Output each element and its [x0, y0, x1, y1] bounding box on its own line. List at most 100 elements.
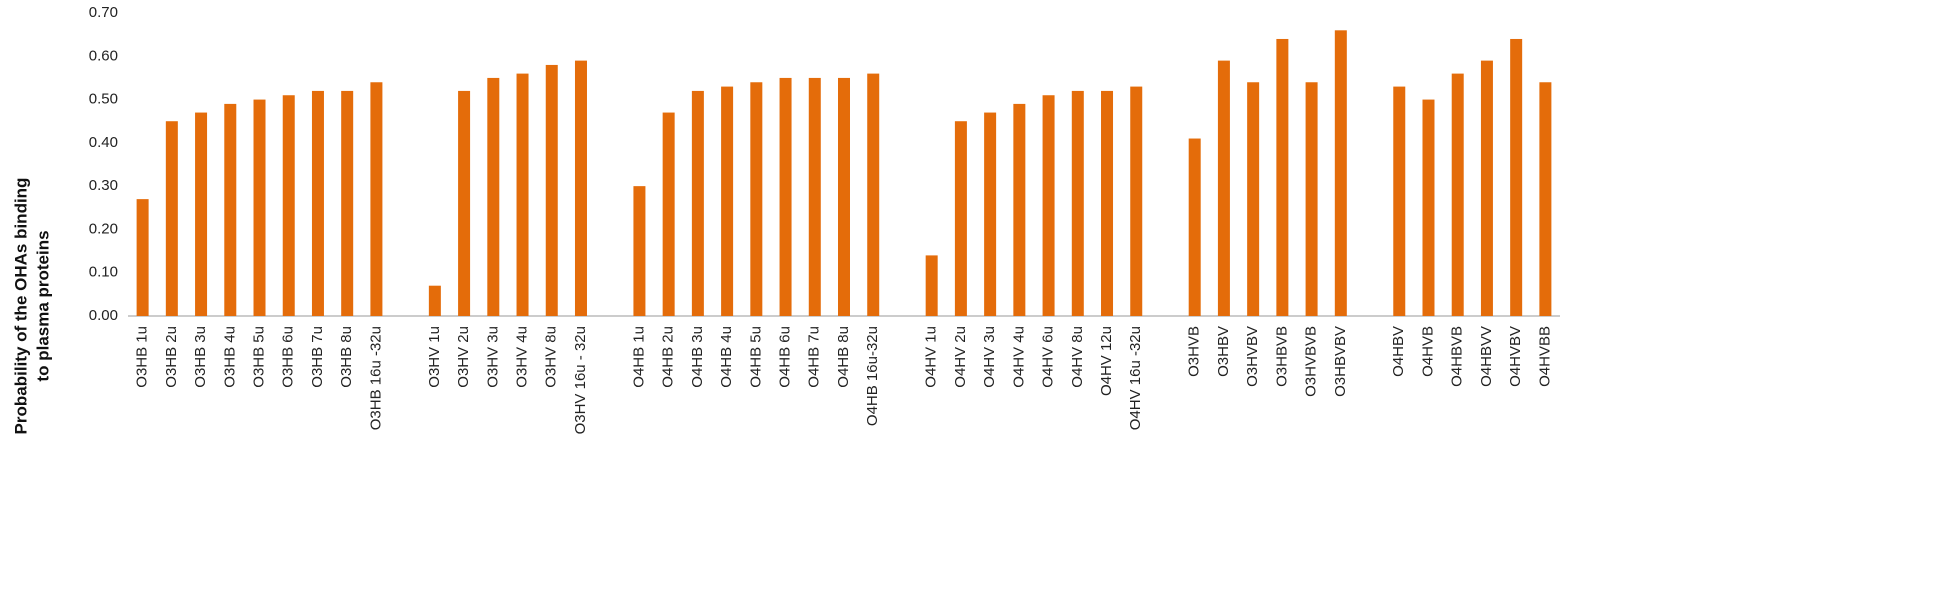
x-tick-label: O4HB 6u	[777, 326, 794, 388]
bar	[1071, 90, 1084, 317]
bar	[1480, 60, 1493, 316]
bar	[195, 112, 208, 316]
x-tick-label: O4HV 6u	[1040, 326, 1057, 388]
x-tick-label: O3HV 4u	[513, 326, 530, 388]
bar	[1217, 60, 1230, 316]
bar	[311, 90, 324, 317]
x-tick-label: O3HB 16u -32u	[367, 326, 384, 430]
bar	[341, 90, 354, 317]
bar	[808, 77, 821, 316]
x-tick-label: O4HVB	[1419, 326, 1436, 377]
bar	[750, 82, 763, 316]
bar	[1042, 95, 1055, 316]
x-tick-label: O4HB 7u	[806, 326, 823, 388]
x-tick-label: O4HV 16u -32u	[1127, 326, 1144, 430]
y-tick-label: 0.10	[89, 264, 118, 281]
bar	[1188, 138, 1201, 316]
bar	[867, 73, 880, 316]
bar	[721, 86, 734, 316]
x-tick-label: O3HBVB	[1273, 326, 1290, 387]
bar	[1130, 86, 1143, 316]
x-tick-label: O3HV 16u - 32u	[572, 326, 589, 434]
x-tick-label: O4HB 16u-32u	[864, 326, 881, 426]
x-tick-label: O4HBVB	[1449, 326, 1466, 387]
x-tick-label: O4HB 1u	[630, 326, 647, 388]
bar	[1451, 73, 1464, 316]
x-tick-label: O4HB 2u	[660, 326, 677, 388]
bar	[574, 60, 587, 316]
y-tick-label: 0.70	[89, 4, 118, 21]
x-tick-label: O3HVBVB	[1303, 326, 1320, 397]
bar	[691, 90, 704, 317]
x-tick-label: O3HBVBV	[1332, 326, 1349, 397]
x-tick-label: O3HB 2u	[163, 326, 180, 388]
bar	[136, 199, 149, 316]
x-tick-label: O4HV 8u	[1069, 326, 1086, 388]
x-tick-label: O3HB 8u	[338, 326, 355, 388]
x-tick-label: O3HV 3u	[484, 326, 501, 388]
x-tick-label: O3HB 4u	[221, 326, 238, 388]
x-tick-label: O3HBV	[1215, 326, 1232, 377]
bar	[662, 112, 675, 316]
y-tick-label: 0.30	[89, 177, 118, 194]
x-tick-label: O4HV 3u	[981, 326, 998, 388]
y-tick-label: 0.60	[89, 47, 118, 64]
bar	[487, 77, 500, 316]
x-tick-label: O4HV 1u	[923, 326, 940, 388]
bar	[1422, 99, 1435, 316]
bar	[224, 103, 237, 317]
bar	[1334, 30, 1347, 317]
bar	[1393, 86, 1406, 316]
bar	[165, 121, 178, 316]
bar	[545, 64, 558, 316]
x-tick-label: O4HB 8u	[835, 326, 852, 388]
y-tick-label: 0.20	[89, 220, 118, 237]
bar	[984, 112, 997, 316]
x-tick-label: O3HV 1u	[426, 326, 443, 388]
x-tick-label: O3HV 8u	[543, 326, 560, 388]
bar	[1305, 82, 1318, 316]
x-tick-label: O4HB 5u	[747, 326, 764, 388]
y-axis-title: Probability of the OHAs binding to plasm…	[11, 178, 52, 435]
bar	[1276, 38, 1289, 316]
x-tick-label: O3HB 3u	[192, 326, 209, 388]
x-tick-label: O3HB 6u	[280, 326, 297, 388]
x-tick-label: O4HBVV	[1478, 326, 1495, 387]
x-tick-label: O4HB 4u	[718, 326, 735, 388]
bar	[779, 77, 792, 316]
x-tick-label: O4HB 3u	[689, 326, 706, 388]
x-tick-label: O4HV 12u	[1098, 326, 1115, 396]
bar	[1101, 90, 1114, 317]
bar	[428, 285, 441, 316]
bar	[1539, 82, 1552, 316]
bar	[838, 77, 850, 316]
y-tick-label: 0.40	[89, 134, 118, 151]
x-tick-label: O4HV 2u	[952, 326, 969, 388]
bar	[925, 255, 938, 316]
bar	[458, 90, 471, 317]
x-tick-label: O3HV 2u	[455, 326, 472, 388]
x-tick-label: O4HVBV	[1507, 326, 1524, 387]
bar	[1247, 82, 1260, 316]
x-tick-label: O3HB 7u	[309, 326, 326, 388]
y-tick-label: 0.50	[89, 91, 118, 108]
x-tick-label: O3HB 5u	[250, 326, 267, 388]
bar	[253, 99, 266, 316]
bar	[516, 73, 529, 316]
x-tick-label: O3HVBV	[1244, 326, 1261, 387]
bar	[282, 95, 295, 316]
bar	[1510, 38, 1523, 316]
bar	[633, 186, 646, 316]
x-tick-label: O3HVB	[1186, 326, 1203, 377]
y-tick-label: 0.00	[89, 307, 118, 324]
y-axis-title-line: to plasma proteins	[33, 230, 52, 381]
x-tick-label: O3HB 1u	[134, 326, 151, 388]
x-tick-label: O4HBV	[1390, 326, 1407, 377]
x-tick-label: O4HV 4u	[1010, 326, 1027, 388]
bar	[1013, 103, 1026, 317]
bar	[954, 121, 967, 316]
bar	[370, 82, 383, 316]
x-tick-label: O4HVBB	[1536, 326, 1553, 387]
y-axis-title-line: Probability of the OHAs binding	[11, 178, 30, 435]
